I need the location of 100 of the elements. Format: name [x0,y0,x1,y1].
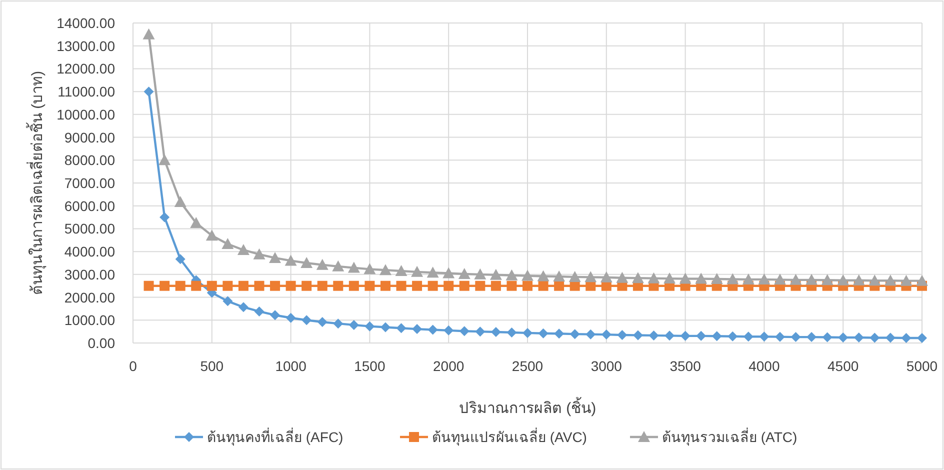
x-tick-label: 500 [200,358,224,374]
point [806,274,818,285]
y-tick-label: 6000.00 [64,198,116,214]
point [774,332,785,342]
point [270,280,280,291]
point [854,332,864,343]
point [316,258,328,270]
x-tick-label: 4000 [748,358,780,374]
point [584,271,597,282]
point [822,332,832,342]
point [790,332,801,342]
point [364,263,376,274]
point [648,272,660,284]
point [426,266,439,278]
point [160,280,170,291]
legend-label: ต้นทุนคงที่เฉลี่ย (AFC) [207,428,344,446]
point [348,320,359,330]
y-tick-label: 7000.00 [64,175,116,191]
point [175,254,186,264]
point [284,254,297,266]
point [222,280,233,291]
point [554,328,564,339]
point [144,280,154,291]
y-tick-label: 2000.00 [64,289,116,306]
x-tick-label: 2500 [512,358,544,374]
y-tick-label: 0.00 [88,335,116,351]
point [158,154,171,166]
point [302,315,312,326]
point [238,302,248,312]
y-tick-label: 9000.00 [64,129,116,146]
x-tick-label: 5000 [906,358,938,374]
point [317,316,328,327]
point [442,267,455,278]
x-tick-label: 1500 [354,358,386,374]
point [838,332,848,343]
point [695,272,708,284]
point [916,274,928,286]
point [728,331,738,342]
point [506,327,517,338]
y-axis-title: ต้นทุนในการผลิตเฉลี่ยต่อชิ้น (บาท) [26,70,47,296]
x-tick-label: 3000 [590,358,622,374]
point [506,269,518,280]
x-tick-label: 0 [129,358,138,374]
point [570,329,580,340]
point [852,274,865,286]
x-tick-label: 1000 [275,358,307,374]
point [379,264,392,276]
point [821,274,834,286]
point [333,280,344,291]
point [553,270,566,282]
point [459,326,470,336]
y-tick-label: 4000.00 [64,244,116,260]
point [616,272,628,283]
point [444,325,454,336]
point [396,323,406,334]
point [302,280,312,291]
point [364,321,375,332]
x-axis-title: ปริมาณการผลิต (ชิ้น) [458,397,596,417]
point [475,326,486,337]
point [428,324,438,335]
point [348,280,359,291]
point [222,296,233,306]
x-tick-label: 3500 [670,358,702,374]
point [522,328,532,338]
point [648,330,659,340]
point [885,332,896,343]
y-tick-label: 8000.00 [64,152,116,168]
point [742,273,754,284]
point [600,271,612,282]
point [837,274,850,286]
y-tick-label: 10000.00 [56,106,116,122]
point [632,330,643,340]
point [537,270,550,282]
point [790,274,802,285]
point [680,330,690,341]
point [458,268,470,279]
point [237,244,250,255]
point [474,268,486,280]
point [726,273,739,284]
point [175,280,186,291]
point [759,332,770,342]
point [900,274,912,286]
point [270,310,280,320]
point [475,280,486,291]
y-tick-label: 5000.00 [64,220,116,237]
point [870,332,880,343]
point [348,262,360,273]
point [586,280,596,291]
y-tick-label: 11000.00 [58,84,116,100]
point [144,86,154,97]
point [444,280,454,291]
point [490,280,501,291]
point [459,280,470,291]
point [380,280,390,291]
point [522,270,534,281]
point [570,280,580,291]
point [538,328,548,338]
point [632,272,644,284]
y-tick-label: 12000.00 [56,60,116,77]
point [364,280,375,291]
